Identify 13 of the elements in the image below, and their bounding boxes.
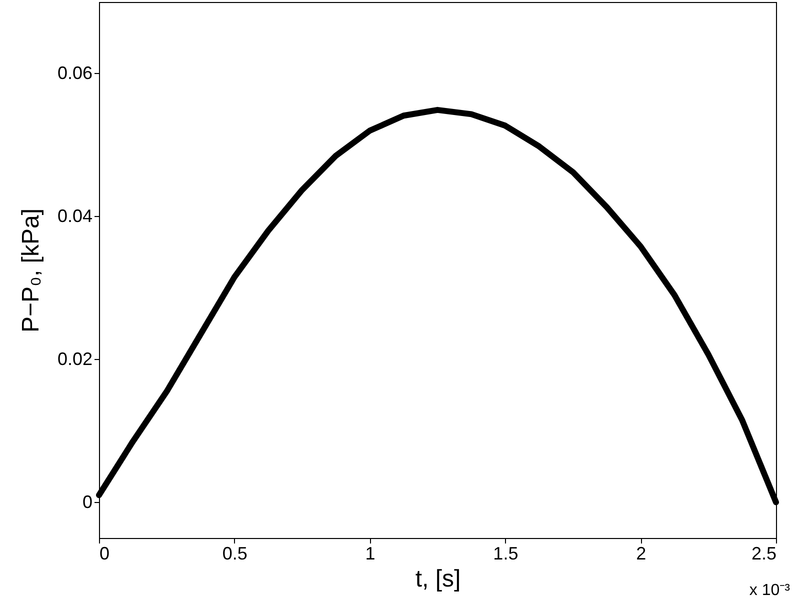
y-tick-label: 0 [82, 492, 92, 512]
x-tick-label: 2.5 [751, 544, 776, 564]
x-tick-label: 0.5 [222, 544, 248, 564]
y-tick-label: 0.06 [57, 62, 92, 83]
x-tick-label: 0 [100, 544, 110, 564]
x-axis-title: t, [s] [415, 566, 461, 592]
y-axis-title: P−P₀, [kPa] [17, 208, 44, 333]
text: x 10⁻³ [749, 582, 791, 599]
x-tick-label: 1 [365, 544, 376, 564]
x-tick-label: 2 [636, 544, 646, 564]
x-tick-label: 1.5 [493, 544, 518, 564]
y-tick-label: 0.04 [57, 206, 92, 226]
y-tick-label: 0.02 [57, 348, 92, 369]
